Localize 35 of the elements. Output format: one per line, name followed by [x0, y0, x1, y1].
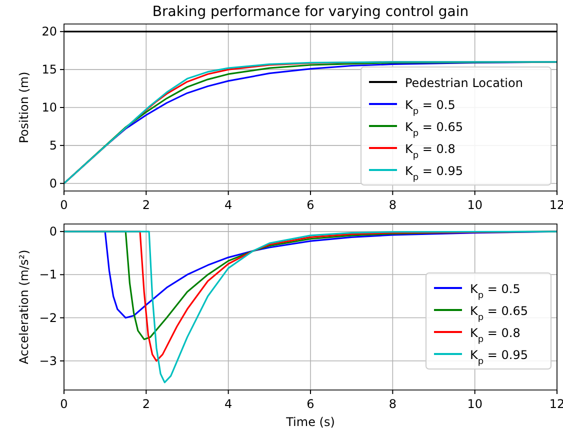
- line-series: [64, 61, 557, 184]
- legend-label: K$_{p}$ = 0.8: [405, 142, 456, 161]
- x-tick-label: 4: [224, 397, 232, 411]
- x-tick-label: 10: [467, 397, 482, 411]
- legend-label: K$_{p}$ = 0.65: [405, 120, 463, 139]
- x-tick-label: 10: [467, 198, 482, 212]
- y-axis-title: Position (m): [17, 72, 31, 144]
- y-tick-label: 10: [42, 100, 57, 114]
- x-tick-label: 2: [142, 198, 150, 212]
- x-tick-label: 2: [142, 397, 150, 411]
- x-tick-label: 6: [306, 198, 314, 212]
- legend-label: K$_{p}$ = 0.8: [470, 326, 520, 345]
- x-tick-label: 0: [60, 397, 68, 411]
- legend-label: K$_{p}$ = 0.5: [405, 98, 456, 117]
- y-tick-label: −3: [39, 354, 57, 368]
- y-tick-label: 20: [42, 24, 57, 39]
- legend-label: K$_{p}$ = 0.65: [470, 304, 528, 323]
- legend-label: K$_{p}$ = 0.95: [405, 164, 463, 183]
- x-tick-label: 6: [306, 397, 314, 411]
- x-tick-label: 8: [388, 198, 396, 212]
- y-tick-label: 15: [42, 62, 57, 77]
- legend-label: K$_{p}$ = 0.5: [470, 282, 520, 301]
- y-tick-label: 0: [49, 176, 57, 190]
- x-axis-title: Time (s): [285, 415, 335, 429]
- legend-label: Pedestrian Location: [405, 76, 523, 90]
- chart-title: Braking performance for varying control gain: [152, 4, 469, 20]
- legend-label: K$_{p}$ = 0.95: [470, 348, 528, 367]
- y-tick-label: 0: [49, 224, 57, 239]
- y-tick-label: 5: [49, 138, 57, 152]
- x-tick-label: 4: [224, 198, 232, 212]
- y-tick-label: −1: [39, 268, 57, 282]
- x-tick-label: 0: [60, 198, 68, 212]
- y-tick-label: −2: [39, 310, 57, 325]
- y-axis-title: Acceleration (m/s²): [17, 250, 31, 364]
- x-tick-label: 8: [388, 397, 396, 411]
